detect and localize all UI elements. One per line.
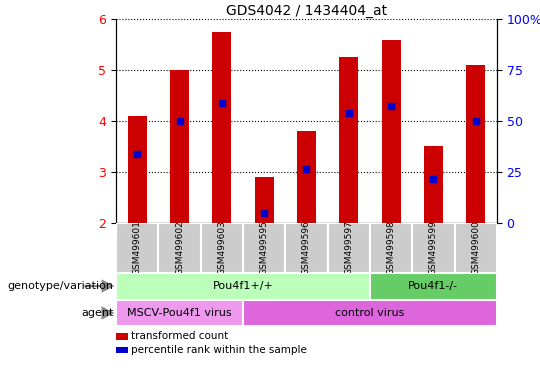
Bar bbox=[201, 223, 243, 273]
Bar bbox=[128, 116, 147, 223]
Text: control virus: control virus bbox=[335, 308, 404, 318]
Text: Pou4f1-/-: Pou4f1-/- bbox=[408, 281, 458, 291]
Bar bbox=[382, 40, 401, 223]
Bar bbox=[370, 223, 412, 273]
Bar bbox=[116, 223, 158, 273]
Text: genotype/variation: genotype/variation bbox=[8, 281, 113, 291]
Bar bbox=[116, 333, 127, 339]
Bar bbox=[170, 70, 189, 223]
Bar bbox=[339, 57, 358, 223]
Text: percentile rank within the sample: percentile rank within the sample bbox=[131, 345, 307, 355]
Bar bbox=[424, 146, 443, 223]
Text: GSM499599: GSM499599 bbox=[429, 220, 438, 275]
Text: Pou4f1+/+: Pou4f1+/+ bbox=[213, 281, 273, 291]
Bar bbox=[243, 300, 497, 326]
Text: MSCV-Pou4f1 virus: MSCV-Pou4f1 virus bbox=[127, 308, 232, 318]
Bar bbox=[455, 223, 497, 273]
Bar bbox=[466, 65, 485, 223]
Bar bbox=[255, 177, 274, 223]
Text: GSM499595: GSM499595 bbox=[260, 220, 269, 275]
Text: GSM499601: GSM499601 bbox=[133, 220, 141, 275]
Title: GDS4042 / 1434404_at: GDS4042 / 1434404_at bbox=[226, 4, 387, 18]
Bar bbox=[158, 223, 201, 273]
Bar bbox=[116, 347, 127, 353]
Bar bbox=[212, 32, 231, 223]
Bar bbox=[297, 131, 316, 223]
Text: GSM499597: GSM499597 bbox=[345, 220, 353, 275]
Bar bbox=[285, 223, 328, 273]
Bar bbox=[412, 223, 455, 273]
Text: transformed count: transformed count bbox=[131, 331, 228, 341]
Text: GSM499602: GSM499602 bbox=[175, 220, 184, 275]
Bar bbox=[243, 223, 285, 273]
Bar bbox=[116, 273, 370, 300]
Text: GSM499603: GSM499603 bbox=[218, 220, 226, 275]
Bar bbox=[116, 300, 243, 326]
Text: GSM499600: GSM499600 bbox=[471, 220, 480, 275]
Polygon shape bbox=[102, 306, 114, 319]
Polygon shape bbox=[102, 280, 114, 293]
Text: GSM499596: GSM499596 bbox=[302, 220, 311, 275]
Text: agent: agent bbox=[81, 308, 113, 318]
Bar bbox=[370, 273, 497, 300]
Text: GSM499598: GSM499598 bbox=[387, 220, 395, 275]
Bar bbox=[328, 223, 370, 273]
